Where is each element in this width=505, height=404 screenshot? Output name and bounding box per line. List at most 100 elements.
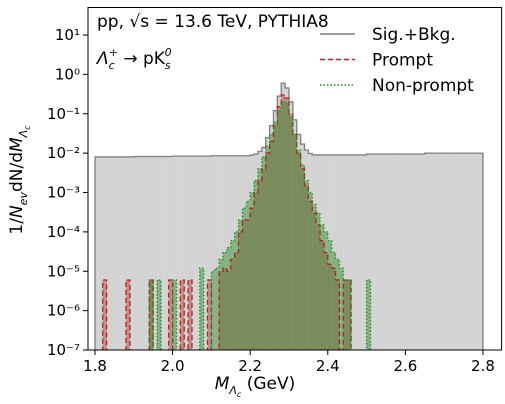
hist-bin [347, 279, 352, 350]
hist-bin [126, 156, 130, 350]
hist-bin [168, 279, 173, 350]
label-part: N [7, 205, 27, 218]
hist-bin [273, 110, 278, 350]
hist-bin [230, 155, 235, 350]
hist-bin [320, 154, 324, 350]
hist-bin [219, 271, 224, 350]
hist-bin [157, 279, 161, 350]
hist-bin [269, 134, 274, 350]
hist-bin [285, 98, 289, 350]
hist-bin [265, 146, 270, 350]
y-tick-label: 10⁻¹ [47, 105, 80, 123]
hist-bin [176, 156, 181, 350]
hist-bin [424, 153, 429, 350]
hist-bin [366, 154, 371, 350]
hist-bin [199, 156, 204, 350]
legend-label: Prompt [372, 51, 433, 71]
label-part: dN/d [7, 152, 27, 192]
hist-bin [351, 154, 355, 350]
hist-bin [172, 279, 177, 350]
hist-bin [413, 154, 418, 350]
y-tick-label: 10⁻⁴ [47, 223, 80, 241]
hist-bin [366, 279, 371, 350]
hist-bin [343, 279, 348, 350]
annotation-part: √s [129, 12, 149, 32]
hist-bin [374, 154, 379, 350]
hist-bin [420, 154, 425, 350]
hist-bin [285, 88, 289, 350]
hist-bin [339, 268, 344, 350]
hist-bin [347, 279, 352, 350]
hist-bin [164, 156, 169, 350]
hist-bin [184, 156, 189, 350]
hist-bin [304, 185, 309, 350]
hist-bin [432, 153, 437, 350]
hist-bin [479, 153, 483, 350]
x-tick-label: 2.2 [238, 357, 262, 375]
hist-bin [285, 103, 289, 350]
hist-bin [114, 156, 119, 350]
y-tick-label: 10¹ [55, 26, 80, 44]
hist-bin [133, 156, 138, 350]
hist-bin [153, 156, 158, 350]
hist-bin [393, 154, 398, 350]
annotation: pp, √s = 13.6 TeV, PYTHIA8 [97, 12, 329, 32]
hist-bin [168, 156, 173, 350]
x-axis-label: MΛc (GeV) [215, 374, 296, 399]
hist-bin [257, 168, 262, 350]
hist-bin [226, 271, 231, 350]
hist-bin [172, 156, 177, 350]
hist-bin [254, 192, 258, 350]
hist-bin [335, 279, 340, 350]
hist-bin [250, 208, 255, 350]
hist-bin [320, 240, 324, 350]
hist-bin [389, 154, 394, 350]
hist-bin [203, 156, 208, 350]
hist-bin [436, 153, 441, 350]
label-part: c [237, 390, 242, 399]
hist-bin [110, 156, 115, 350]
hist-bin [129, 156, 134, 350]
hist-outline [94, 82, 484, 350]
hist-bin [296, 134, 301, 350]
hist-bin [122, 156, 127, 350]
hist-bin [354, 154, 359, 350]
hist-bin [292, 134, 297, 350]
hist-bin [94, 156, 99, 350]
hist-bin [180, 279, 185, 350]
hist-bin [273, 125, 278, 350]
annotation: Λc+ → pKs0 [95, 46, 172, 72]
hist-bin [230, 240, 235, 350]
hist-bin [234, 231, 239, 350]
hist-bin [188, 279, 192, 350]
hist-bin [254, 154, 258, 350]
hist-bin [254, 180, 258, 350]
hist-bin [250, 155, 255, 350]
annotation-part: c [109, 59, 115, 72]
hist-bin [234, 155, 239, 350]
hist-bin [304, 150, 309, 350]
hist-bin [288, 117, 293, 350]
hist-bin [98, 156, 103, 350]
hist-bin [292, 134, 297, 350]
hist-bin [234, 252, 239, 350]
label-part: M [215, 374, 230, 394]
hist-bin [316, 213, 321, 350]
hist-bin [246, 201, 251, 350]
hist-bin [215, 155, 220, 350]
hist-bin [215, 268, 220, 350]
hist-bin [265, 153, 270, 350]
annotation-part: pp, [97, 12, 129, 32]
hist-bin [223, 155, 227, 350]
hist-bin [409, 154, 414, 350]
hist-bin [451, 153, 456, 350]
legend: Sig.+Bkg. Prompt Non-prompt [320, 25, 474, 96]
hist-bin [257, 180, 262, 350]
hist-bin [444, 153, 449, 350]
hist-bin [242, 155, 247, 350]
hist-bin [378, 154, 383, 350]
hist-bin [327, 264, 332, 350]
hist-bin [339, 154, 344, 350]
y-tick-label: 10⁻³ [47, 184, 80, 202]
hist-bin [320, 224, 324, 350]
